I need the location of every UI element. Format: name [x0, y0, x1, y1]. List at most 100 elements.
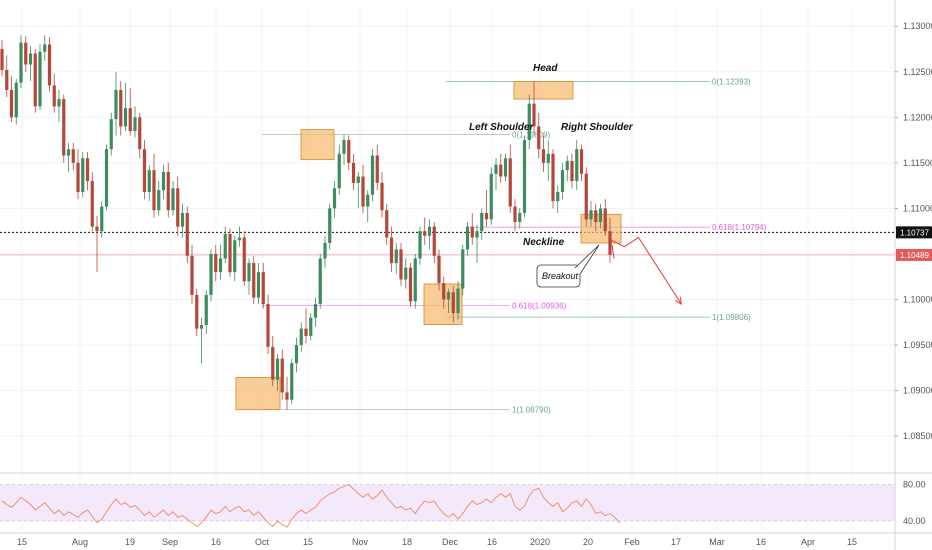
candle-body: [584, 173, 588, 220]
price-tag-label: 1.10737: [900, 228, 929, 237]
price-axis-label: 1.08500: [903, 431, 932, 441]
neckline-label: Neckline: [523, 237, 565, 248]
annotations: Head Left Shoulder Right Shoulder Neckli…: [469, 63, 634, 288]
candle-body: [570, 161, 574, 182]
candle-body: [304, 328, 308, 336]
time-axis-label: Aug: [72, 537, 88, 547]
time-axis-label: 16: [487, 537, 497, 547]
time-axis-label: 15: [303, 537, 313, 547]
candle-body: [408, 267, 413, 302]
candle-body: [475, 231, 479, 238]
candle-body: [513, 206, 517, 223]
candle-body: [152, 170, 156, 211]
candle-body: [33, 53, 37, 107]
candle-body: [190, 255, 194, 295]
candle-body: [0, 48, 4, 70]
candle-body: [375, 155, 379, 183]
time-axis-label: 17: [671, 537, 681, 547]
candle-body: [294, 345, 299, 364]
candle-body: [579, 149, 584, 174]
candle-body: [128, 108, 132, 131]
breakout-callout-pointer: [574, 244, 600, 275]
pattern-box: [513, 81, 574, 100]
candle-body: [442, 283, 446, 300]
candle-body: [275, 358, 280, 380]
left-shoulder-label: Left Shoulder: [469, 122, 535, 133]
candle-body: [361, 176, 365, 207]
fib-level-label: 0.618(1.09936): [512, 301, 567, 310]
candle-body: [109, 119, 113, 150]
candle-body: [266, 304, 270, 347]
candle-body: [19, 42, 23, 83]
candle-body: [209, 253, 213, 295]
candle-body: [123, 108, 128, 127]
candle-body: [556, 192, 560, 202]
candle-body: [518, 212, 522, 223]
candle-body: [242, 237, 246, 282]
candle-body: [271, 346, 275, 380]
candle-body: [537, 126, 541, 150]
rsi-band: [0, 484, 895, 521]
candle-body: [14, 82, 18, 118]
candle-body: [546, 153, 550, 163]
candle-body: [347, 140, 351, 163]
candle-body: [370, 155, 375, 195]
candle-body: [171, 188, 175, 211]
rsi-axis-label: 40.00: [903, 516, 926, 526]
price-tag-label: 1.10489: [900, 251, 929, 260]
rsi-axis-label: 80.00: [903, 480, 926, 490]
grid: [0, 8, 895, 530]
projection-path: [609, 236, 682, 305]
candle-body: [114, 89, 118, 120]
fib-level-label: 0(1.12393): [712, 78, 751, 87]
fib-level-label: 1(1.08790): [512, 406, 551, 415]
candle-body: [508, 158, 512, 207]
candle-body: [52, 85, 56, 107]
candle-body: [280, 358, 284, 393]
breakout-label: Breakout: [542, 271, 579, 281]
candle-body: [90, 181, 94, 227]
price-axis-label: 1.10000: [903, 294, 932, 304]
breakout-arrow: [611, 244, 615, 259]
candle-body: [133, 117, 137, 131]
rsi-panel: [0, 483, 895, 528]
fib-level-label: 0(1.11809): [512, 131, 550, 140]
candle-body: [432, 226, 436, 256]
candle-body: [532, 103, 536, 127]
right-shoulder-label: Right Shoulder: [561, 122, 634, 133]
candle-body: [214, 253, 218, 273]
candle-body: [318, 258, 322, 305]
candle-body: [233, 240, 237, 273]
candle-body: [328, 208, 332, 244]
candle-body: [356, 176, 360, 183]
time-axis-label: 16: [211, 537, 221, 547]
candle-body: [237, 237, 242, 241]
candle-body: [551, 153, 555, 202]
time-axis-label: 15: [17, 537, 27, 547]
candle-body: [489, 173, 493, 220]
time-axis-label: 2020: [530, 537, 550, 547]
candle-body: [228, 233, 232, 273]
candle-body: [366, 194, 370, 207]
candle-body: [81, 158, 85, 192]
candle-body: [218, 258, 223, 273]
candle-body: [204, 294, 208, 325]
projection-arrows: [609, 236, 682, 306]
candle-body: [451, 292, 455, 314]
candle-body: [385, 210, 389, 238]
candle-body: [575, 149, 579, 182]
pattern-box: [300, 129, 335, 161]
candle-body: [5, 69, 9, 90]
candle-body: [76, 162, 80, 192]
candle-body: [199, 324, 204, 329]
candle-body: [522, 140, 527, 213]
candle-body: [256, 272, 261, 298]
candle-body: [337, 153, 341, 189]
price-axis-label: 1.11000: [903, 203, 932, 213]
candle-body: [499, 164, 503, 177]
candle-body: [389, 237, 394, 264]
time-axis-label: 18: [402, 537, 412, 547]
